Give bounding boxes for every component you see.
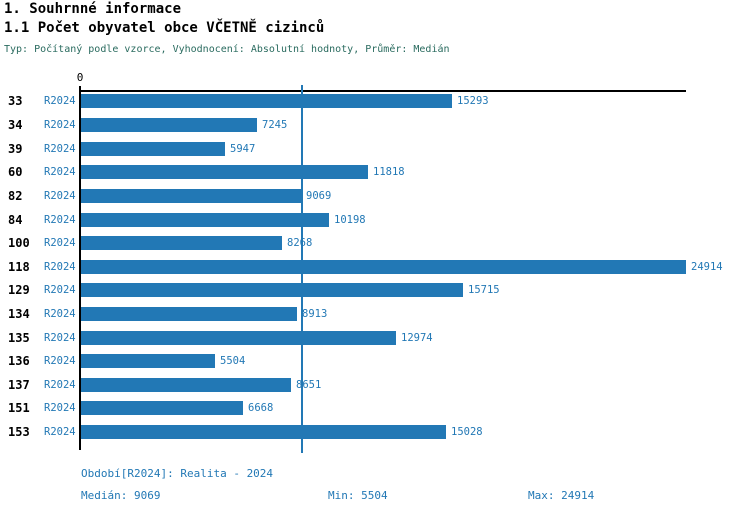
chart-row: 129 R2024 15715 [0, 281, 750, 305]
category-label: 33 [8, 94, 23, 109]
bar [81, 306, 297, 321]
value-label: 15028 [451, 426, 483, 439]
value-label: 5504 [220, 355, 246, 368]
series-label: R2024 [44, 284, 76, 297]
chart-subtitle: Typ: Počítaný podle vzorce, Vyhodnocení:… [4, 44, 450, 55]
bar [81, 330, 396, 345]
value-label: 8913 [302, 307, 328, 320]
value-label: 15293 [457, 95, 489, 108]
category-label: 129 [8, 283, 30, 298]
chart-row: 118 R2024 24914 [0, 258, 750, 282]
chart-title: 1.1 Počet obyvatel obce VČETNĚ cizinců [4, 20, 325, 36]
chart-row: 151 R2024 6668 [0, 399, 750, 423]
category-label: 151 [8, 401, 30, 416]
category-label: 118 [8, 259, 30, 274]
chart-row: 137 R2024 8651 [0, 376, 750, 400]
value-label: 15715 [468, 284, 500, 297]
chart-row: 100 R2024 8268 [0, 234, 750, 258]
section-title: 1. Souhrnné informace [4, 1, 182, 17]
series-label: R2024 [44, 189, 76, 202]
category-label: 135 [8, 330, 30, 345]
y-axis-line [79, 86, 81, 450]
category-label: 84 [8, 212, 23, 227]
series-label: R2024 [44, 119, 76, 132]
chart-row: 60 R2024 11818 [0, 163, 750, 187]
category-label: 153 [8, 425, 30, 440]
series-label: R2024 [44, 426, 76, 439]
bar [81, 188, 301, 203]
bar [81, 165, 368, 180]
median-summary-label: Medián: 9069 [81, 489, 161, 502]
value-label: 11818 [373, 166, 405, 179]
series-label: R2024 [44, 355, 76, 368]
bar [81, 118, 257, 133]
category-label: 100 [8, 236, 30, 251]
series-label: R2024 [44, 95, 76, 108]
value-label: 9069 [306, 189, 332, 202]
series-label: R2024 [44, 166, 76, 179]
x-axis-zero-label: 0 [76, 71, 84, 84]
series-label: R2024 [44, 213, 76, 226]
value-label: 12974 [401, 331, 433, 344]
bar [81, 283, 463, 298]
category-label: 134 [8, 306, 30, 321]
value-label: 5947 [230, 142, 256, 155]
series-label: R2024 [44, 378, 76, 391]
value-label: 8268 [287, 237, 313, 250]
chart-row: 134 R2024 8913 [0, 305, 750, 329]
bar [81, 401, 243, 416]
chart-row: 82 R2024 9069 [0, 187, 750, 211]
chart-row: 153 R2024 15028 [0, 423, 750, 447]
max-summary-label: Max: 24914 [528, 489, 595, 502]
series-label: R2024 [44, 331, 76, 344]
category-label: 60 [8, 165, 23, 180]
value-label: 8651 [296, 378, 322, 391]
chart-row: 136 R2024 5504 [0, 352, 750, 376]
bar [81, 236, 282, 251]
chart-row: 84 R2024 10198 [0, 211, 750, 235]
chart-row: 135 R2024 12974 [0, 329, 750, 353]
bar [81, 425, 446, 440]
bar [81, 354, 215, 369]
series-label: R2024 [44, 237, 76, 250]
value-label: 10198 [334, 213, 366, 226]
chart-row: 33 R2024 15293 [0, 92, 750, 116]
series-label: R2024 [44, 307, 76, 320]
category-label: 82 [8, 188, 23, 203]
value-label: 7245 [262, 119, 288, 132]
chart-row: 34 R2024 7245 [0, 116, 750, 140]
series-label: R2024 [44, 142, 76, 155]
chart-row: 39 R2024 5947 [0, 140, 750, 164]
value-label: 24914 [691, 260, 723, 273]
period-label: Období[R2024]: Realita - 2024 [81, 467, 274, 480]
bar [81, 141, 225, 156]
category-label: 136 [8, 354, 30, 369]
value-label: 6668 [248, 402, 274, 415]
category-label: 34 [8, 118, 23, 133]
bar [81, 259, 686, 274]
category-label: 39 [8, 141, 23, 156]
series-label: R2024 [44, 402, 76, 415]
bar [81, 212, 329, 227]
min-summary-label: Min: 5504 [328, 489, 388, 502]
bar [81, 377, 291, 392]
series-label: R2024 [44, 260, 76, 273]
category-label: 137 [8, 377, 30, 392]
x-axis-line [79, 90, 686, 92]
bar [81, 94, 452, 109]
